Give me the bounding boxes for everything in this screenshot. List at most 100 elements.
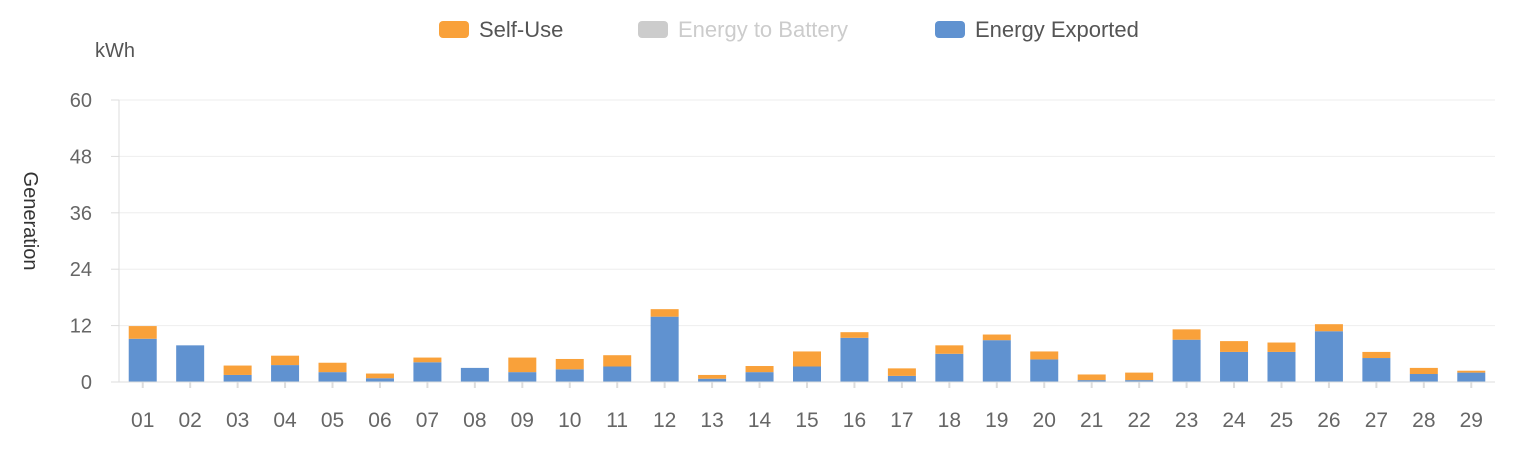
legend-label: Energy to Battery	[678, 17, 848, 42]
bar-energy-exported[interactable]	[650, 316, 679, 382]
x-tick-label: 01	[131, 409, 154, 432]
bar-self-use[interactable]	[1267, 342, 1296, 352]
bar-energy-exported[interactable]	[1220, 351, 1249, 382]
bar-self-use[interactable]	[413, 357, 442, 363]
bar-energy-exported[interactable]	[413, 362, 442, 382]
legend-swatch	[935, 21, 965, 38]
bar-energy-exported[interactable]	[1409, 374, 1438, 382]
bar-energy-exported[interactable]	[508, 372, 537, 382]
bar-energy-exported[interactable]	[223, 374, 252, 382]
bar-self-use[interactable]	[745, 366, 774, 373]
bar-self-use[interactable]	[555, 358, 584, 370]
bar-self-use[interactable]	[271, 355, 300, 366]
legend-item-energy-exported[interactable]: Energy Exported	[935, 17, 1139, 42]
x-tick-label: 19	[985, 409, 1008, 432]
y-tick-label: 24	[70, 259, 92, 281]
x-tick-label: 09	[511, 409, 534, 432]
legend-item-self-use[interactable]: Self-Use	[439, 17, 563, 42]
x-tick-label: 18	[938, 409, 961, 432]
legend-swatch	[638, 21, 668, 38]
bar-energy-exported[interactable]	[365, 378, 394, 382]
unit-label: kWh	[95, 40, 135, 62]
x-tick-label: 25	[1270, 409, 1293, 432]
bar-energy-exported[interactable]	[745, 372, 774, 382]
legend-label: Energy Exported	[975, 17, 1139, 42]
legend-item-energy-to-battery[interactable]: Energy to Battery	[638, 17, 848, 42]
bar-self-use[interactable]	[1125, 372, 1154, 381]
x-tick-label: 13	[700, 409, 723, 432]
bar-energy-exported[interactable]	[840, 337, 869, 382]
bar-self-use[interactable]	[935, 345, 964, 354]
bar-energy-exported[interactable]	[1267, 351, 1296, 382]
bar-self-use[interactable]	[508, 357, 537, 373]
bar-energy-exported[interactable]	[887, 375, 916, 382]
bar-self-use[interactable]	[698, 374, 727, 379]
bar-energy-exported[interactable]	[982, 340, 1011, 382]
bar-self-use[interactable]	[793, 351, 821, 367]
x-tick-label: 24	[1222, 409, 1246, 432]
x-tick-label: 03	[226, 409, 249, 432]
grid-lines	[119, 99, 1495, 327]
x-tick-label: 08	[463, 409, 486, 432]
bar-self-use[interactable]	[128, 326, 157, 339]
bar-self-use[interactable]	[1077, 374, 1106, 381]
bar-energy-exported[interactable]	[1457, 372, 1486, 382]
bar-self-use[interactable]	[1362, 351, 1391, 359]
x-tick-label: 28	[1412, 409, 1435, 432]
y-tick-label: 0	[81, 372, 92, 394]
x-tick-label: 20	[1033, 409, 1056, 432]
bar-energy-exported[interactable]	[698, 378, 727, 382]
bar-self-use[interactable]	[1409, 367, 1438, 375]
x-tick-label: 22	[1127, 409, 1150, 432]
x-tick-label: 14	[748, 409, 772, 432]
bar-energy-exported[interactable]	[128, 338, 157, 382]
bar-energy-exported[interactable]	[1077, 380, 1106, 382]
bar-self-use[interactable]	[887, 368, 916, 376]
bar-self-use[interactable]	[603, 355, 632, 367]
legend-swatch	[439, 21, 469, 38]
x-tick-label: 07	[416, 409, 439, 432]
bar-self-use[interactable]	[223, 365, 252, 375]
x-tick-label: 27	[1365, 409, 1388, 432]
bar-energy-exported[interactable]	[793, 366, 821, 382]
bar-energy-exported[interactable]	[176, 345, 205, 382]
bar-energy-exported[interactable]	[603, 366, 632, 382]
legend: Self-Use Energy to Battery Energy Exported	[439, 17, 1139, 42]
bar-self-use[interactable]	[318, 362, 347, 373]
x-tick-label: 23	[1175, 409, 1198, 432]
y-axis-title: Generation	[19, 172, 41, 271]
bar-energy-exported[interactable]	[1362, 358, 1391, 382]
bar-energy-exported[interactable]	[318, 372, 347, 382]
bar-self-use[interactable]	[1314, 324, 1343, 332]
bar-self-use[interactable]	[1457, 370, 1486, 373]
bar-self-use[interactable]	[840, 332, 869, 338]
x-tick-label: 12	[653, 409, 676, 432]
bar-energy-exported[interactable]	[935, 353, 964, 382]
bar-energy-exported[interactable]	[1172, 339, 1201, 382]
bar-energy-exported[interactable]	[271, 365, 300, 382]
bar-self-use[interactable]	[1030, 351, 1059, 360]
y-tick-label: 12	[70, 316, 92, 338]
bars	[128, 309, 1486, 382]
bar-energy-exported[interactable]	[1030, 359, 1059, 382]
legend-label: Self-Use	[479, 17, 563, 42]
bar-energy-exported[interactable]	[555, 369, 584, 382]
bar-self-use[interactable]	[1220, 341, 1249, 352]
bar-self-use[interactable]	[982, 334, 1011, 341]
x-axis: 01 02 03 04 05 06 07 08 09 10 11 12 13 14 15 16 17 18 19 20…	[119, 381, 1495, 432]
x-tick-label: 21	[1080, 409, 1103, 432]
y-tick-label: 48	[70, 146, 92, 168]
y-tick-label: 36	[70, 203, 92, 225]
bar-energy-exported[interactable]	[1314, 331, 1343, 382]
x-tick-label: 11	[606, 409, 628, 432]
x-tick-label: 17	[890, 409, 913, 432]
x-tick-label: 10	[558, 409, 581, 432]
bar-self-use[interactable]	[365, 373, 394, 379]
bar-self-use[interactable]	[1172, 329, 1201, 340]
bar-self-use[interactable]	[650, 309, 679, 317]
x-tick-label: 04	[273, 409, 297, 432]
x-tick-label: 16	[843, 409, 866, 432]
bar-energy-exported[interactable]	[1125, 380, 1154, 382]
x-tick-label: 29	[1460, 409, 1483, 432]
bar-energy-exported[interactable]	[460, 367, 489, 382]
